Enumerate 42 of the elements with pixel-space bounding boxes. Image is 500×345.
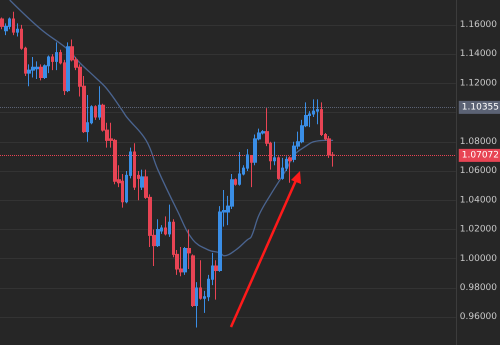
candlestick (195, 282, 198, 328)
candlestick (86, 94, 89, 142)
candlestick (168, 204, 171, 238)
candlestick (238, 152, 241, 186)
y-tick-label: 0.96000 (460, 312, 498, 322)
candlestick (12, 11, 15, 36)
candlestick (179, 246, 183, 277)
line-series (9, 0, 334, 256)
candlestick (246, 148, 249, 172)
y-tick-label: 1.04000 (460, 195, 498, 206)
candlestick (214, 260, 218, 300)
y-tick-label: 1.06000 (460, 166, 498, 176)
candlestick (94, 104, 97, 120)
candlestick (183, 246, 187, 276)
y-tick-label: 1.08000 (460, 136, 498, 147)
candlestick (316, 98, 319, 125)
candlestick (0, 17, 4, 30)
candlestick (35, 60, 39, 80)
candlestick (55, 42, 58, 71)
candlestick (16, 22, 19, 38)
candlestick (66, 42, 70, 93)
candlestick (191, 254, 195, 308)
y-tick-label: 0.98000 (460, 282, 498, 293)
candlestick (98, 86, 101, 120)
candlestick (140, 169, 144, 191)
candlestick (281, 157, 284, 180)
candlestick (199, 260, 202, 300)
candlestick (156, 218, 160, 248)
candlestick (187, 229, 191, 270)
candlestick (234, 178, 237, 186)
candlestick (320, 102, 323, 136)
ref-line-label: 1.10355 (462, 102, 499, 112)
candlestick (39, 64, 43, 81)
y-tick-label: 1.14000 (460, 49, 498, 60)
y-tick-label: 1.00000 (460, 254, 498, 264)
candlestick (51, 54, 54, 71)
candlestick (164, 216, 167, 236)
ref-line-label: 1.07072 (462, 150, 499, 160)
y-tick-label: 1.16000 (460, 20, 498, 30)
y-tick-label: 1.12000 (460, 78, 498, 88)
candlestick (273, 141, 276, 166)
y-tick-label: 1.02000 (460, 224, 498, 235)
